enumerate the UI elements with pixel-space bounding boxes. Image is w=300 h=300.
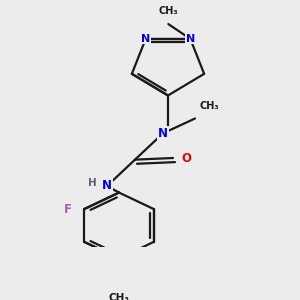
Text: CH₃: CH₃	[158, 6, 178, 16]
Text: H: H	[88, 178, 97, 188]
Text: N: N	[158, 127, 168, 140]
Text: N: N	[186, 34, 195, 44]
Text: O: O	[181, 152, 191, 164]
Text: CH₃: CH₃	[109, 293, 130, 300]
Text: N: N	[141, 34, 150, 44]
Text: CH₃: CH₃	[199, 101, 219, 111]
Text: N: N	[102, 179, 112, 193]
Text: F: F	[64, 202, 72, 215]
